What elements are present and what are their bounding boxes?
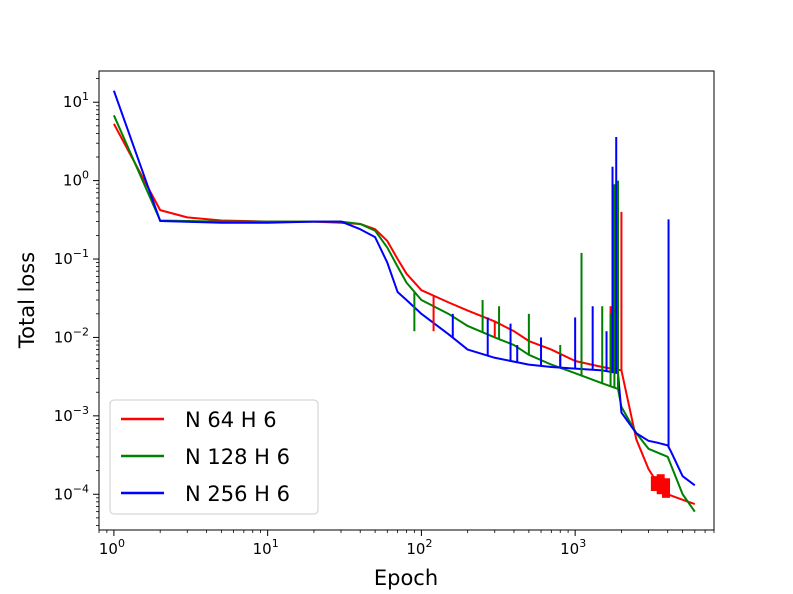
legend-label-1: N 128 H 6 — [185, 445, 290, 469]
y-axis: 10−4 10−3 10−2 10−1 100 101 — [54, 78, 99, 526]
legend: N 64 H 6 N 128 H 6 N 256 H 6 — [109, 399, 319, 515]
y-tick-label-1: 10−3 — [54, 404, 89, 425]
y-tick-label-4: 100 — [63, 169, 89, 190]
series-line-2 — [112, 90, 696, 487]
x-axis-label: Epoch — [374, 566, 438, 590]
y-tick-label-3: 10−1 — [54, 247, 89, 268]
legend-box — [109, 399, 319, 515]
legend-label-2: N 256 H 6 — [185, 482, 290, 506]
series-layer — [112, 90, 696, 513]
x-tick-label-1: 101 — [253, 537, 279, 558]
y-tick-label-5: 101 — [63, 90, 89, 111]
y-tick-label-2: 10−2 — [54, 325, 89, 346]
x-tick-label-2: 102 — [406, 537, 432, 558]
legend-label-0: N 64 H 6 — [185, 408, 277, 432]
y-tick-label-0: 10−4 — [54, 482, 89, 503]
x-tick-label-3: 103 — [560, 537, 586, 558]
x-tick-label-0: 100 — [99, 537, 125, 558]
x-axis: 100 101 102 103 — [98, 530, 715, 558]
y-axis-label: Total loss — [15, 252, 39, 349]
